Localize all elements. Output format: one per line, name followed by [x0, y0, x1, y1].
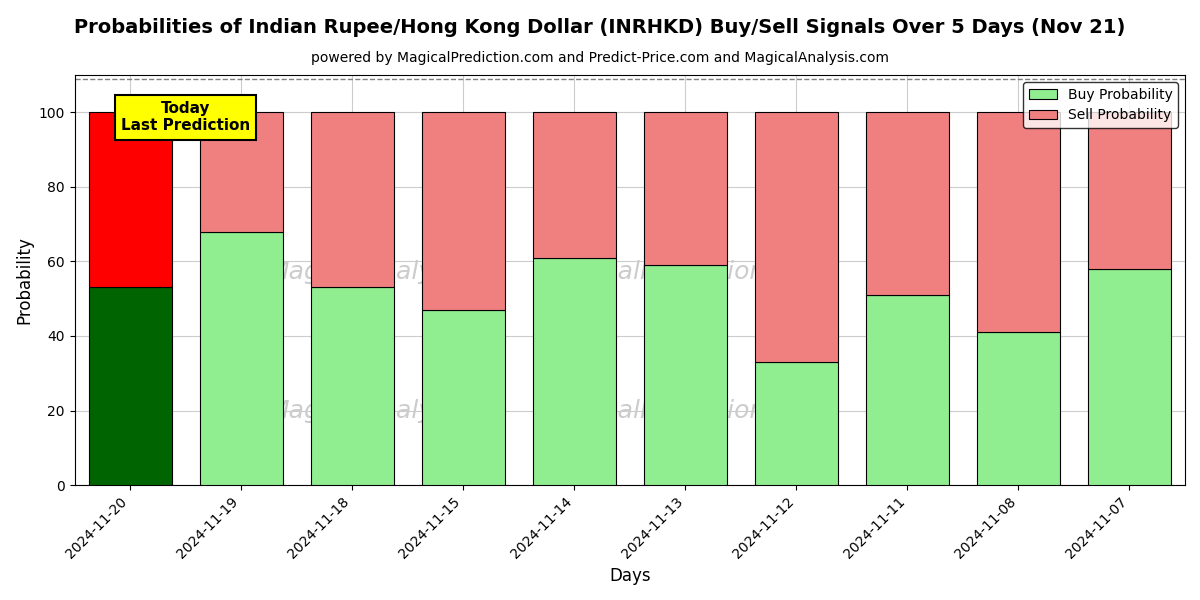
- X-axis label: Days: Days: [610, 567, 650, 585]
- Bar: [865, 112, 949, 295]
- Y-axis label: Probability: Probability: [16, 236, 34, 324]
- Legend: Buy Probability, Sell Probability: Buy Probability, Sell Probability: [1024, 82, 1178, 128]
- Text: powered by MagicalPrediction.com and Predict-Price.com and MagicalAnalysis.com: powered by MagicalPrediction.com and Pre…: [311, 51, 889, 65]
- Text: MagicalPrediction.com: MagicalPrediction.com: [544, 260, 827, 284]
- Bar: [199, 232, 283, 485]
- Bar: [311, 112, 394, 287]
- Bar: [311, 287, 394, 485]
- Bar: [755, 362, 838, 485]
- Bar: [1088, 269, 1171, 485]
- Bar: [533, 112, 616, 257]
- Bar: [421, 112, 505, 310]
- Bar: [89, 112, 172, 287]
- Bar: [643, 265, 727, 485]
- Bar: [199, 112, 283, 232]
- Bar: [865, 295, 949, 485]
- Bar: [643, 112, 727, 265]
- Bar: [89, 287, 172, 485]
- Text: MagicalAnalysis.co: MagicalAnalysis.co: [268, 399, 504, 423]
- Bar: [977, 332, 1060, 485]
- Text: MagicalPrediction.com: MagicalPrediction.com: [544, 399, 827, 423]
- Text: MagicalAnalysis.co: MagicalAnalysis.co: [268, 260, 504, 284]
- Bar: [421, 310, 505, 485]
- Bar: [755, 112, 838, 362]
- Bar: [533, 257, 616, 485]
- Text: Today
Last Prediction: Today Last Prediction: [121, 101, 251, 133]
- Text: Probabilities of Indian Rupee/Hong Kong Dollar (INRHKD) Buy/Sell Signals Over 5 : Probabilities of Indian Rupee/Hong Kong …: [74, 18, 1126, 37]
- Bar: [977, 112, 1060, 332]
- Bar: [1088, 112, 1171, 269]
